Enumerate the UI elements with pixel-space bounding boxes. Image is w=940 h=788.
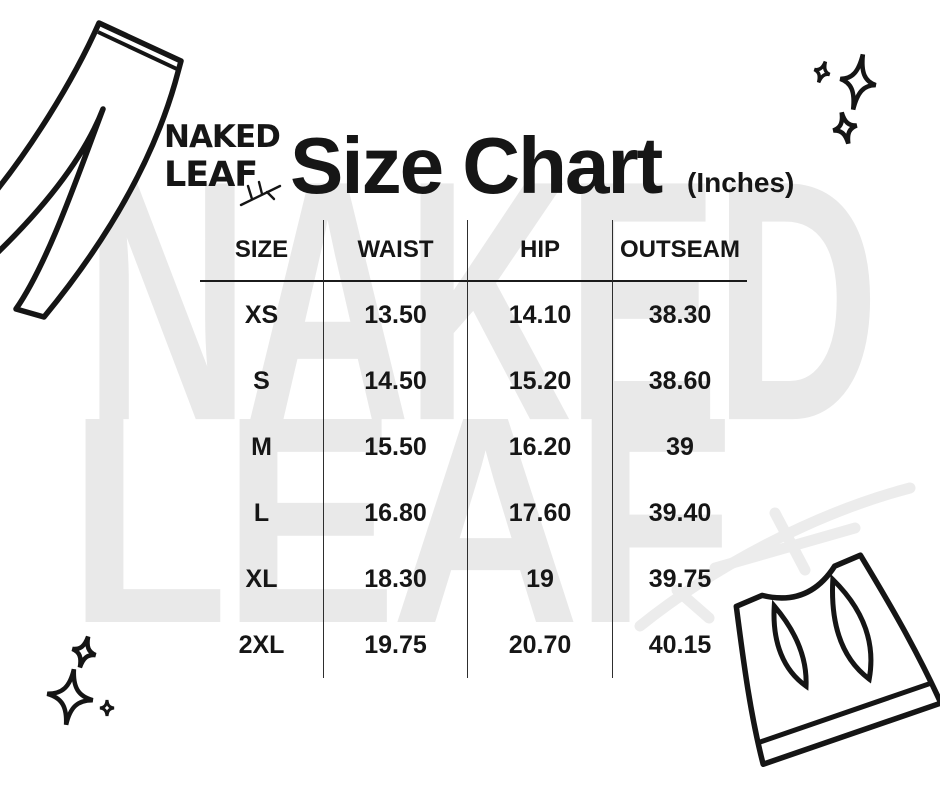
brand-logo: NAKED LEAF xyxy=(164,119,281,195)
twig-icon xyxy=(239,180,282,207)
size-cell: XS xyxy=(244,300,279,329)
brand-line-2: LEAF xyxy=(164,155,258,195)
outseam-cell: 39.75 xyxy=(612,546,747,612)
hip-cell: 20.70 xyxy=(467,612,612,678)
size-cell: M xyxy=(251,432,272,461)
size-cell: 2XL xyxy=(238,630,285,659)
brand-line-1: NAKED xyxy=(164,119,281,155)
hip-cell: 15.20 xyxy=(467,348,612,414)
watermark-naked: NAKED xyxy=(84,109,880,492)
outseam-cell: 39 xyxy=(612,414,747,480)
outseam-cell: 39.40 xyxy=(612,480,747,546)
sparkles-top-right-icon xyxy=(795,28,935,168)
outseam-cell: 38.30 xyxy=(612,282,747,348)
column-header-size: SIZE xyxy=(200,220,323,282)
waist-cell: 14.50 xyxy=(323,348,467,414)
outseam-cell: 38.60 xyxy=(612,348,747,414)
waist-cell: 19.75 xyxy=(323,612,467,678)
hip-cell: 16.20 xyxy=(467,414,612,480)
waist-cell: 15.50 xyxy=(323,414,467,480)
hip-cell: 19 xyxy=(467,546,612,612)
hip-cell: 17.60 xyxy=(467,480,612,546)
size-cell: S xyxy=(253,366,270,395)
waist-cell: 18.30 xyxy=(323,546,467,612)
hip-cell: 14.10 xyxy=(467,282,612,348)
column-header-hip: HIP xyxy=(467,220,612,282)
size-table: SIZE WAIST HIP OUTSEAM XS 13.50 14.10 38… xyxy=(200,220,747,678)
size-cell: L xyxy=(253,498,270,527)
sparkles-bottom-left-icon xyxy=(35,612,145,742)
waist-cell: 13.50 xyxy=(323,282,467,348)
waist-cell: 16.80 xyxy=(323,480,467,546)
column-header-waist: WAIST xyxy=(323,220,467,282)
branch-watermark-icon xyxy=(634,482,916,632)
size-cell: XL xyxy=(245,564,278,593)
page-title: Size Chart xyxy=(290,121,663,210)
outseam-cell: 40.15 xyxy=(612,612,747,678)
unit-label: (Inches) xyxy=(687,167,795,198)
watermark-leaf: LEAF xyxy=(68,355,734,685)
leggings-illustration-icon xyxy=(0,20,184,320)
column-header-outseam: OUTSEAM xyxy=(612,220,747,282)
sports-bra-illustration-icon xyxy=(733,552,940,767)
